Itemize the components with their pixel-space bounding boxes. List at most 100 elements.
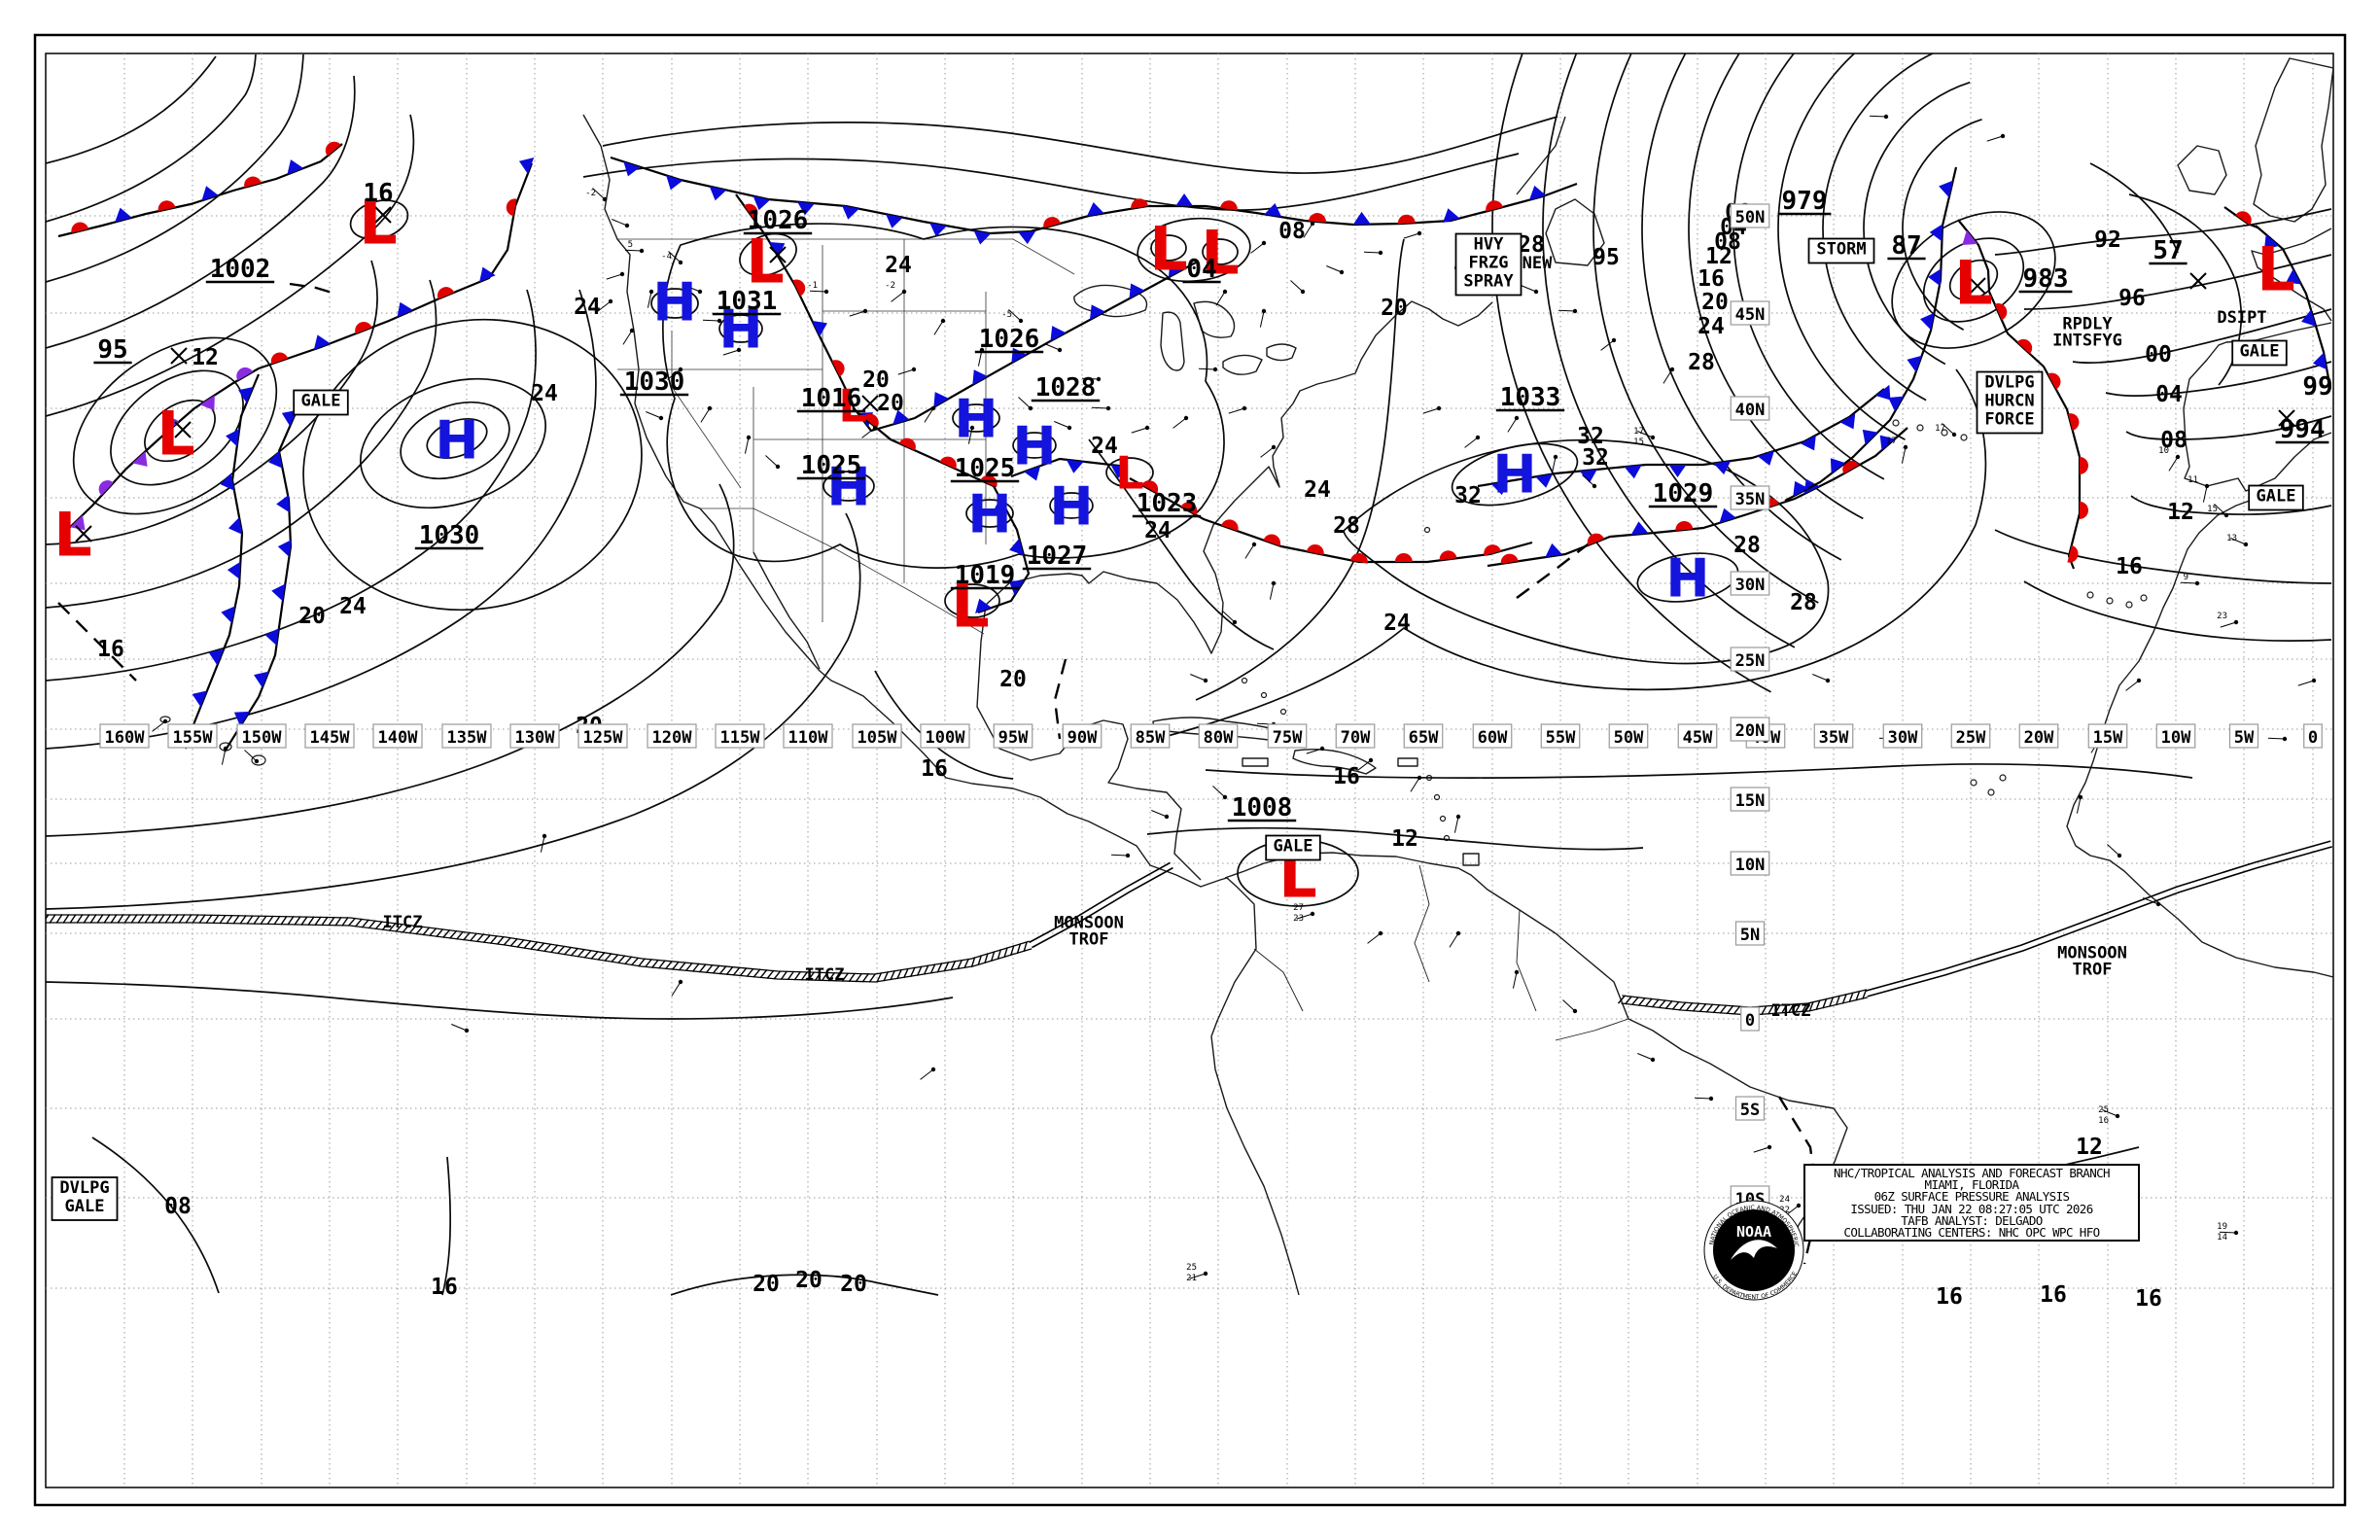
station-temp: 23 bbox=[2217, 612, 2227, 621]
itcz-hatch-tick bbox=[503, 936, 511, 946]
itcz-hatch-tick bbox=[456, 930, 465, 940]
itcz-hatch-tick bbox=[1698, 1002, 1707, 1013]
longitude-label: 95W bbox=[993, 723, 1033, 749]
cold-front-line bbox=[610, 156, 1032, 235]
info-line-city: MIAMI, FLORIDA bbox=[1924, 1177, 2020, 1193]
station-plot bbox=[684, 285, 703, 295]
pressure-value-label: 16 bbox=[363, 179, 393, 208]
annotation-text: RPDLY bbox=[2062, 315, 2113, 334]
annotation-text: MONSOON bbox=[2057, 944, 2127, 963]
itcz-hatch-tick bbox=[766, 969, 775, 979]
station-plot bbox=[897, 367, 917, 375]
itcz-hatch-tick bbox=[123, 914, 131, 924]
longitude-label: 0 bbox=[2303, 723, 2323, 749]
itcz-hatch-tick bbox=[997, 949, 1002, 961]
front-pip-semicircle bbox=[1500, 553, 1519, 564]
pressure-value-label: 1030 bbox=[624, 368, 685, 397]
latitude-label: 20N bbox=[1730, 717, 1770, 742]
itcz-hatch-tick bbox=[361, 919, 369, 928]
station-plot bbox=[861, 425, 878, 438]
itcz-band-edge bbox=[46, 914, 1031, 975]
itcz-hatch-tick bbox=[314, 916, 322, 927]
weather-fronts bbox=[57, 141, 2332, 752]
longitude-label: 145W bbox=[304, 723, 355, 749]
itcz-hatch-tick bbox=[103, 914, 111, 924]
station-plot bbox=[2143, 897, 2161, 907]
itcz-hatch-tick bbox=[732, 966, 741, 976]
front-pip-triangle bbox=[233, 711, 250, 727]
center-x-mark bbox=[1969, 277, 1986, 295]
itcz-hatch-tick bbox=[205, 914, 213, 925]
front-pip-triangle bbox=[1168, 262, 1184, 278]
station-plot bbox=[647, 289, 654, 308]
isobar-arc bbox=[1777, 53, 1906, 440]
itcz-hatch-tick bbox=[787, 970, 795, 981]
annotation-text: MONSOON bbox=[1054, 914, 1124, 933]
front-pip-triangle bbox=[666, 175, 683, 191]
station-temp: 19 bbox=[2217, 1222, 2227, 1232]
itcz-hatch-tick bbox=[475, 933, 484, 943]
front-pip-triangle bbox=[264, 628, 279, 646]
front-pip-triangle bbox=[1888, 396, 1904, 412]
itcz-hatch-tick bbox=[1726, 1004, 1734, 1015]
pressure-value-label: 994 bbox=[2280, 415, 2326, 444]
itcz-hatch-tick bbox=[89, 914, 97, 924]
station-plot bbox=[1172, 415, 1189, 429]
warm-front-line bbox=[2223, 206, 2258, 229]
itcz-hatch-tick bbox=[1010, 945, 1015, 956]
latitude-label: 30N bbox=[1730, 571, 1770, 596]
low-center-symbol: L bbox=[1954, 247, 1993, 318]
isobar-label: 20 bbox=[999, 667, 1027, 692]
front-pip-triangle bbox=[192, 690, 208, 708]
itcz-hatch-tick bbox=[482, 934, 491, 944]
station-plot: 17 bbox=[1886, 437, 1908, 464]
station-plot bbox=[1222, 611, 1238, 625]
front-pip-semicircle bbox=[2048, 372, 2061, 390]
station-plot bbox=[1215, 289, 1228, 306]
hazard-box-text: DVLPG bbox=[1984, 373, 2034, 393]
front-pip-triangle bbox=[1528, 185, 1547, 200]
high-center-symbol: H bbox=[435, 409, 478, 471]
logo-bird-icon bbox=[1731, 1240, 1777, 1260]
front-pip-semicircle bbox=[270, 352, 289, 365]
itcz-hatch-tick bbox=[1003, 947, 1008, 959]
station-plot bbox=[221, 746, 228, 765]
front-pip-triangle bbox=[1839, 413, 1856, 430]
longitude-label-text: 5W bbox=[2234, 728, 2255, 748]
station-dewpoint: 16 bbox=[2098, 1116, 2109, 1126]
front-pip-triangle bbox=[973, 230, 992, 245]
itcz-hatch-tick bbox=[630, 957, 640, 966]
itcz-hatch-tick bbox=[287, 916, 295, 926]
center-x-mark bbox=[2278, 409, 2295, 427]
front-pip-semicircle bbox=[325, 141, 341, 157]
itcz-hatch-tick bbox=[1829, 997, 1835, 1007]
longitude-label: 10W bbox=[2155, 723, 2196, 749]
isobar-label: 96 bbox=[2118, 286, 2146, 311]
hazard-box-gale: GALE bbox=[1265, 834, 1321, 861]
front-pip-triangle bbox=[518, 158, 535, 174]
itcz-hatch-tick bbox=[570, 947, 579, 957]
latitude-label-text: 15N bbox=[1735, 791, 1766, 811]
station-plot bbox=[722, 347, 742, 356]
center-x-mark bbox=[861, 395, 879, 412]
front-pip-triangle bbox=[220, 472, 234, 491]
itcz-hatch-tick bbox=[1617, 995, 1627, 1004]
longitude-label-text: 125W bbox=[583, 728, 624, 748]
itcz-hatch-tick bbox=[489, 934, 498, 945]
itcz-hatch-tick bbox=[773, 970, 782, 980]
itcz-hatch-tick bbox=[990, 951, 996, 962]
annotation-itcz: ITCZ bbox=[1771, 1001, 1811, 1021]
itcz-hatch-tick bbox=[834, 972, 843, 982]
latitude-label: 40N bbox=[1730, 396, 1770, 421]
itcz-hatch-tick bbox=[509, 937, 518, 947]
station-temp: 10 bbox=[2158, 446, 2169, 456]
isobar-label: 16 bbox=[97, 637, 124, 662]
hazard-box-text: GALE bbox=[2257, 487, 2296, 507]
front-pip-triangle bbox=[1442, 208, 1460, 224]
info-line-analyst: TAFB ANALYST: DELGADO bbox=[1901, 1212, 2043, 1228]
station-plot bbox=[1131, 425, 1150, 434]
itcz-hatch-tick bbox=[117, 914, 124, 924]
station-plot bbox=[1562, 999, 1578, 1014]
